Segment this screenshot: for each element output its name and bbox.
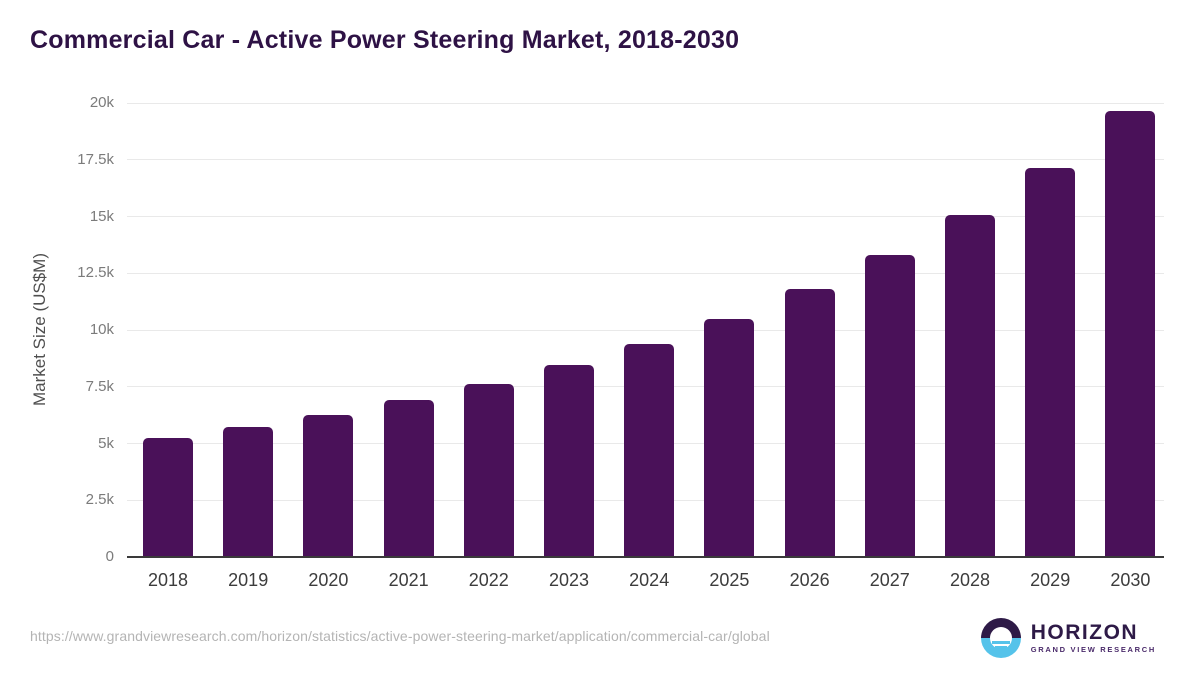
x-axis-tick: 2029 (1030, 570, 1071, 590)
logo-wave-stripe (991, 641, 1010, 644)
bar-2029 (1025, 167, 1076, 557)
logo-text: HORIZON GRAND VIEW RESEARCH (1031, 622, 1156, 654)
x-axis-tick: 2027 (869, 570, 910, 590)
y-axis-tick: 20k (89, 94, 114, 111)
y-axis-tick: 15k (89, 207, 114, 225)
x-axis-tick: 2028 (949, 570, 991, 590)
bar-2026 (784, 289, 835, 557)
logo-wave-stripe (994, 646, 1007, 649)
bar-2027 (864, 254, 915, 557)
y-axis-tick: 12.5k (77, 264, 114, 282)
x-axis-tick: 2021 (388, 570, 429, 590)
x-axis-tick: 2025 (709, 570, 750, 590)
bar-2022 (463, 383, 514, 557)
x-axis-line (127, 556, 1164, 558)
plot-area: 0 2.5k 5k 7.5k 10k 12.5k 15k 17.5k 20k 2018 2019 20… (77, 95, 1164, 590)
bar-2023 (544, 365, 594, 557)
bar-2028 (945, 214, 995, 557)
bar-2021 (383, 400, 434, 557)
x-axis-tick: 2020 (308, 570, 349, 590)
x-axis-tick: 2018 (147, 570, 189, 590)
x-axis-tick: 2019 (228, 570, 269, 590)
gridline (127, 159, 1164, 161)
gridline (127, 216, 1164, 217)
y-axis-tick: 10k (89, 321, 114, 338)
x-axis-tick: 2022 (468, 570, 509, 590)
bar-2024 (624, 344, 675, 557)
y-axis-tick: 0 (105, 548, 114, 565)
bar-2025 (704, 318, 755, 557)
y-axis-tick: 2.5k (85, 491, 114, 509)
x-axis-tick: 2023 (548, 570, 590, 590)
chart-title: Commercial Car - Active Power Steering M… (30, 26, 740, 54)
brand-logo: HORIZON GRAND VIEW RESEARCH (980, 618, 1156, 658)
horizon-logo-icon (980, 618, 1021, 658)
bar-2020 (303, 414, 354, 557)
source-url: https://www.grandviewresearch.com/horizo… (30, 628, 770, 644)
x-axis-tick: 2024 (629, 570, 670, 590)
y-axis-tick: 7.5k (85, 377, 114, 395)
bar-2030 (1105, 110, 1156, 557)
x-axis-tick: 2026 (789, 570, 830, 590)
x-axis-tick: 2030 (1110, 570, 1151, 590)
logo-name: HORIZON (1030, 621, 1139, 645)
y-axis-title: Market Size (US$M) (30, 253, 49, 407)
y-axis-tick: 5k (98, 434, 114, 452)
gridline (127, 102, 1164, 104)
gridline (127, 329, 1164, 331)
gridline (127, 272, 1164, 274)
bar-2019 (223, 427, 274, 557)
bar-2018 (143, 438, 193, 557)
y-axis-tick: 17.5k (77, 150, 114, 168)
logo-subtitle: GRAND VIEW RESEARCH (1030, 645, 1156, 655)
